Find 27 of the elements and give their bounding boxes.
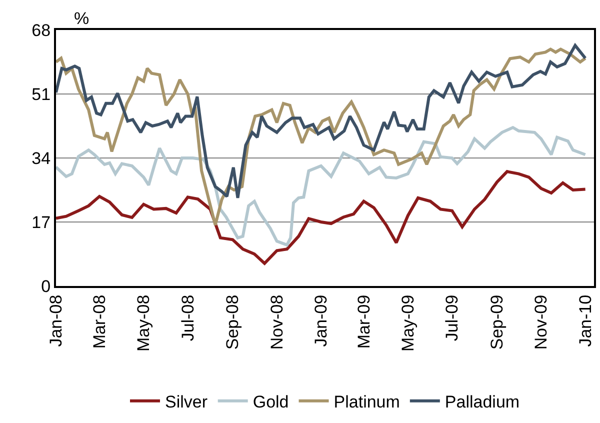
x-tick-label: Jul-08 — [178, 294, 198, 342]
y-tick-label: 34 — [32, 148, 51, 168]
x-tick-label: Jul-09 — [442, 294, 462, 342]
legend-label: Silver — [165, 392, 208, 412]
x-tick-label: Jan-08 — [46, 294, 66, 347]
legend-label: Platinum — [334, 392, 400, 412]
x-tick-label: Jan-10 — [576, 294, 595, 347]
x-tick-label: Nov-09 — [532, 294, 551, 350]
legend-label: Palladium — [444, 392, 520, 412]
y-tick-label: 17 — [32, 212, 51, 232]
x-tick-label: Sep-09 — [487, 294, 506, 350]
legend-label: Gold — [252, 392, 289, 412]
x-tick-label: Jan-09 — [312, 294, 331, 347]
x-tick-label: Sep-08 — [223, 294, 242, 350]
x-tick-label: Mar-09 — [354, 294, 374, 349]
line-series — [56, 48, 587, 227]
line-series — [56, 126, 587, 246]
x-tick-label: May-08 — [134, 294, 154, 352]
line-series — [56, 170, 587, 265]
x-tick-label: Mar-08 — [90, 294, 109, 349]
x-tick-label: May-09 — [398, 294, 418, 352]
line-series — [56, 44, 587, 200]
y-tick-label: 51 — [32, 84, 51, 104]
y-tick-label: 68 — [32, 20, 51, 40]
x-tick-label: Nov-08 — [267, 294, 286, 350]
y-axis-title: % — [74, 9, 90, 28]
y-tick-label: 0 — [41, 276, 51, 296]
